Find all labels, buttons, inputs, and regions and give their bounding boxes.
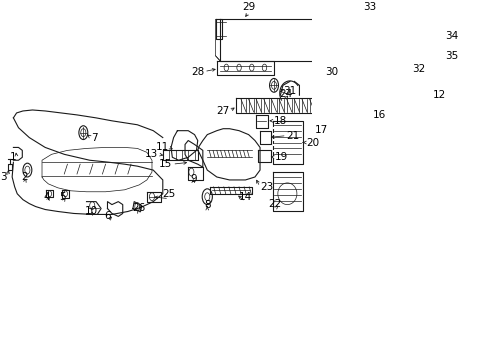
Text: 12: 12 — [432, 90, 445, 100]
Text: 19: 19 — [275, 152, 288, 162]
Text: 10: 10 — [84, 206, 97, 216]
Text: 20: 20 — [305, 138, 318, 148]
Text: 25: 25 — [162, 189, 175, 199]
Text: 26: 26 — [132, 203, 145, 213]
Text: 6: 6 — [104, 211, 111, 221]
Text: 18: 18 — [273, 116, 286, 126]
Text: 24: 24 — [278, 89, 291, 99]
Text: 16: 16 — [372, 110, 385, 120]
Text: 35: 35 — [445, 51, 458, 61]
Text: 11: 11 — [156, 143, 169, 152]
Text: 28: 28 — [190, 67, 203, 77]
Text: 31: 31 — [283, 86, 296, 96]
Text: 33: 33 — [362, 3, 375, 12]
Text: 32: 32 — [412, 64, 425, 73]
Text: 27: 27 — [216, 106, 229, 116]
Text: 22: 22 — [268, 198, 282, 208]
Text: 13: 13 — [145, 149, 158, 159]
Text: 5: 5 — [60, 192, 66, 202]
Text: 30: 30 — [324, 67, 337, 77]
Text: 4: 4 — [44, 192, 50, 202]
Text: 14: 14 — [238, 192, 251, 202]
Text: 17: 17 — [314, 125, 327, 135]
Text: 2: 2 — [21, 172, 28, 182]
Text: 1: 1 — [10, 152, 17, 162]
Text: 3: 3 — [0, 172, 7, 182]
Text: 23: 23 — [260, 182, 273, 192]
Text: 7: 7 — [91, 132, 98, 143]
Text: 29: 29 — [242, 3, 255, 12]
Text: 34: 34 — [445, 31, 458, 41]
Text: 15: 15 — [159, 159, 172, 169]
Text: 21: 21 — [286, 131, 299, 141]
Text: 8: 8 — [203, 199, 210, 210]
Text: 9: 9 — [190, 174, 196, 184]
